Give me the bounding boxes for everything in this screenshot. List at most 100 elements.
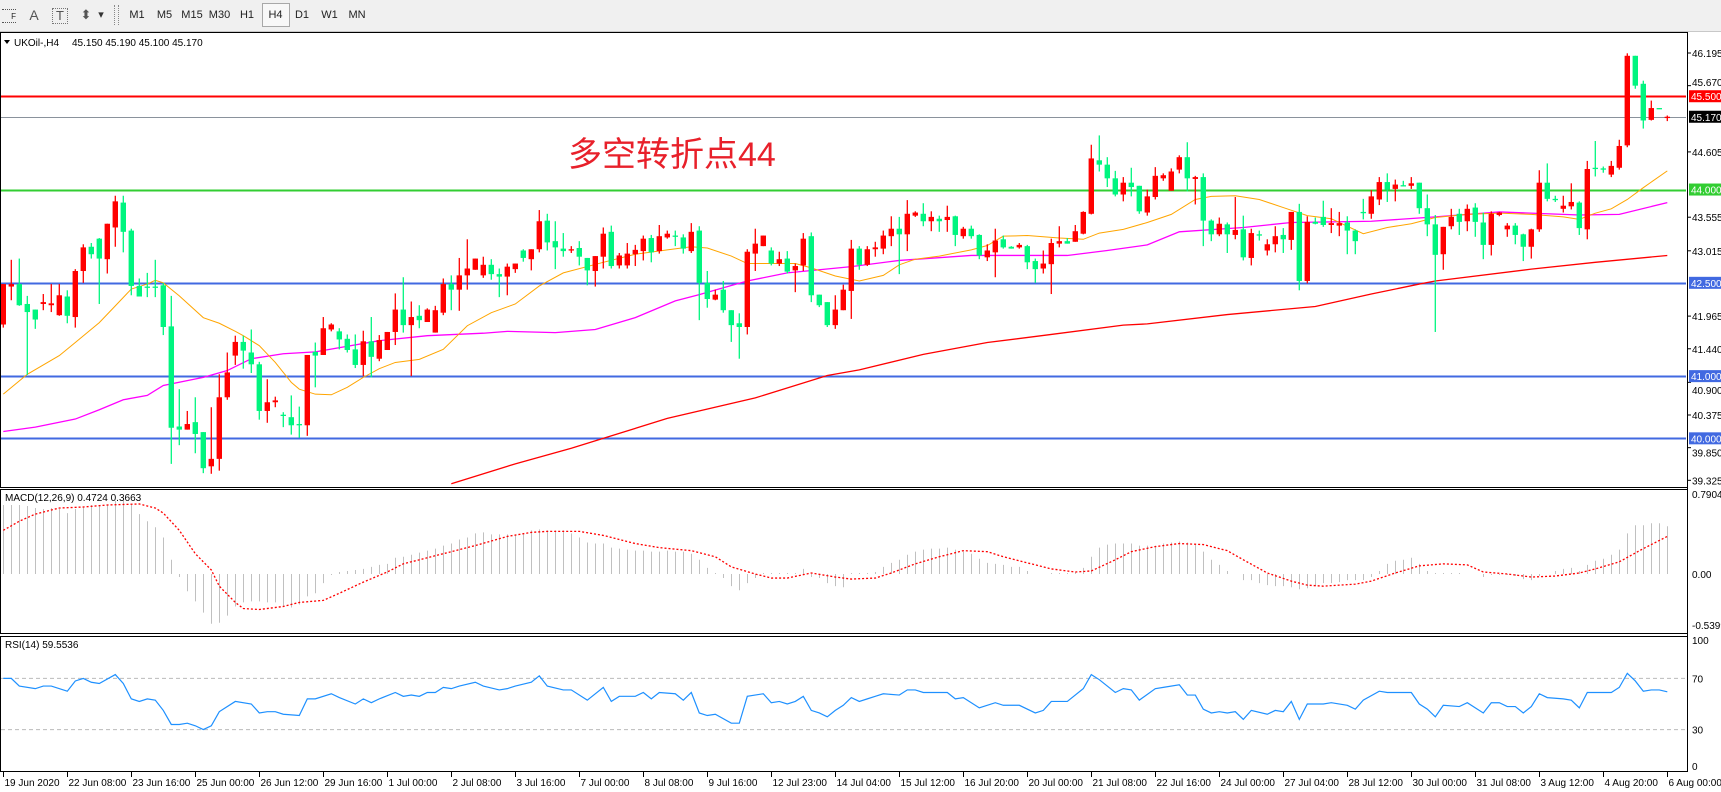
candle[interactable] [1328,208,1334,234]
candle[interactable] [1272,226,1278,253]
timeframe-button-m1[interactable]: M1 [129,9,145,21]
candle[interactable] [800,233,806,272]
candle[interactable] [976,234,982,260]
candle[interactable] [472,258,478,270]
candle[interactable] [464,239,470,290]
candle[interactable] [1184,142,1190,192]
candle[interactable] [768,247,774,266]
timeframe-button-w1[interactable]: W1 [321,9,338,21]
candle[interactable] [1408,177,1414,189]
candle[interactable] [1432,215,1438,332]
chevron-down-icon[interactable]: ▾ [98,9,104,21]
candle[interactable] [376,335,382,362]
candle[interactable] [896,216,902,275]
candle[interactable] [1048,238,1054,295]
arrows-icon[interactable]: ⬍ [80,7,92,22]
candle[interactable] [1056,226,1062,248]
candle[interactable] [1568,183,1574,210]
candle[interactable] [640,235,646,261]
candle[interactable] [304,354,310,436]
candle[interactable] [952,215,958,247]
candle[interactable] [280,412,286,428]
candle[interactable] [1352,229,1358,255]
candle[interactable] [1536,170,1542,232]
candle[interactable] [1280,228,1286,253]
candle[interactable] [744,249,750,335]
candle[interactable] [1264,239,1270,256]
candle[interactable] [344,334,350,353]
candle[interactable] [16,258,22,306]
candle[interactable] [696,226,702,321]
candle[interactable] [576,241,582,266]
candle[interactable] [160,282,166,336]
candle[interactable] [1248,228,1254,266]
candle[interactable] [176,389,182,446]
chart-window[interactable]: 多空转折点44 UKOil-,H4 45.150 45.190 45.100 45.… [0,32,1721,792]
candle[interactable] [848,239,854,319]
candle[interactable] [520,249,526,262]
candle[interactable] [456,257,462,311]
candle[interactable] [224,352,230,400]
candle[interactable] [944,205,950,232]
candle[interactable] [168,295,174,464]
candle[interactable] [1008,246,1014,249]
candle[interactable] [608,225,614,269]
candle[interactable] [112,195,118,247]
timeframe-button-h4[interactable]: H4 [261,3,290,27]
candle[interactable] [936,215,942,232]
candle[interactable] [432,305,438,333]
candle[interactable] [1160,173,1166,181]
candle[interactable] [1152,167,1158,200]
candle[interactable] [272,396,278,408]
candle[interactable] [504,263,510,296]
candle[interactable] [1616,139,1622,170]
candle[interactable] [416,305,422,329]
candle[interactable] [96,238,102,304]
candle[interactable] [496,268,502,298]
candle[interactable] [232,335,238,365]
candle[interactable] [984,244,990,262]
candle[interactable] [1112,170,1118,197]
candle[interactable] [216,374,222,471]
candle[interactable] [1664,115,1670,122]
candle[interactable] [24,295,30,375]
candle[interactable] [1144,189,1150,216]
candle[interactable] [1136,185,1142,214]
macd-panel[interactable] [0,489,1688,634]
candle[interactable] [40,294,46,311]
candle[interactable] [1608,160,1614,178]
candle[interactable] [192,397,198,454]
candle[interactable] [856,246,862,270]
candle[interactable] [792,263,798,293]
candle[interactable] [664,230,670,239]
candle[interactable] [56,284,62,316]
candle[interactable] [680,234,686,254]
candle[interactable] [1208,219,1214,242]
candle[interactable] [592,256,598,287]
candle[interactable] [776,251,782,267]
candle[interactable] [912,211,918,217]
candle[interactable] [880,230,886,255]
candle[interactable] [616,252,622,269]
candle[interactable] [704,271,710,308]
candle[interactable] [8,259,14,301]
candle[interactable] [1504,223,1510,237]
candle[interactable] [336,328,342,350]
candle[interactable] [632,244,638,267]
candle[interactable] [728,310,734,342]
candle[interactable] [1464,204,1470,232]
candle[interactable] [1448,208,1454,230]
candle[interactable] [264,379,270,423]
candle[interactable] [1392,179,1398,202]
candle[interactable] [1376,177,1382,206]
candle[interactable] [1384,173,1390,202]
candle[interactable] [320,317,326,355]
candle[interactable] [208,407,214,474]
candle[interactable] [1488,211,1494,256]
candle[interactable] [1416,182,1422,214]
candle[interactable] [1104,157,1110,188]
candle[interactable] [1624,53,1630,148]
candle[interactable] [360,330,366,377]
candle[interactable] [1648,100,1654,121]
chart-menu-triangle-icon[interactable] [4,40,10,44]
